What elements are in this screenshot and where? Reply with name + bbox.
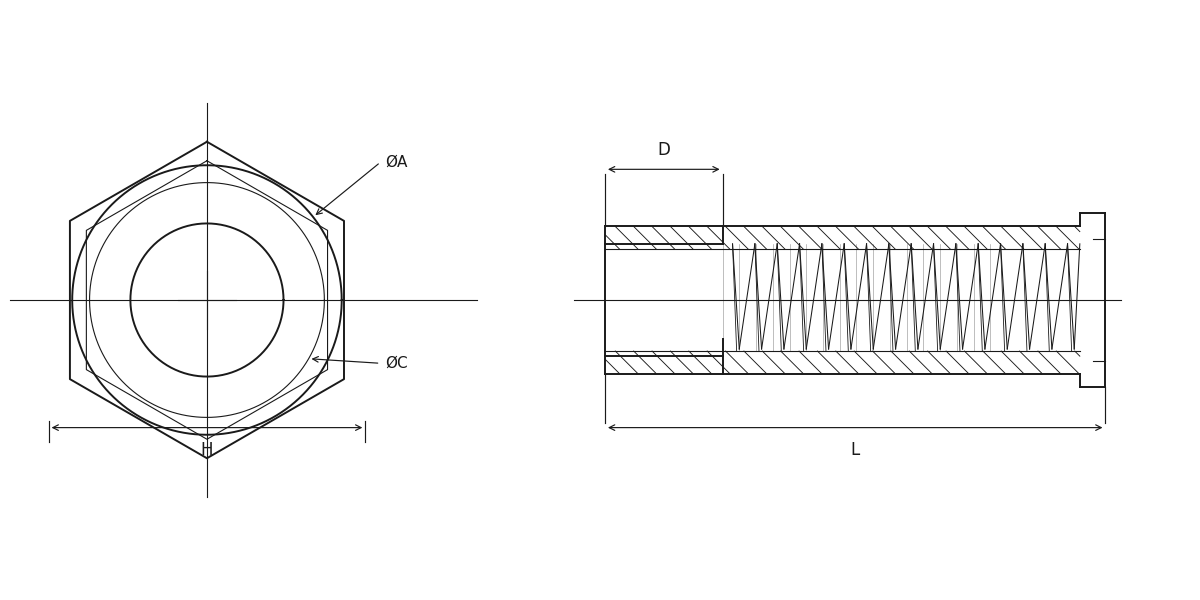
Text: ØA: ØA [385,155,408,170]
Text: H: H [200,441,214,459]
Text: D: D [658,141,671,159]
Text: L: L [851,441,860,459]
Text: ØC: ØC [385,356,408,371]
